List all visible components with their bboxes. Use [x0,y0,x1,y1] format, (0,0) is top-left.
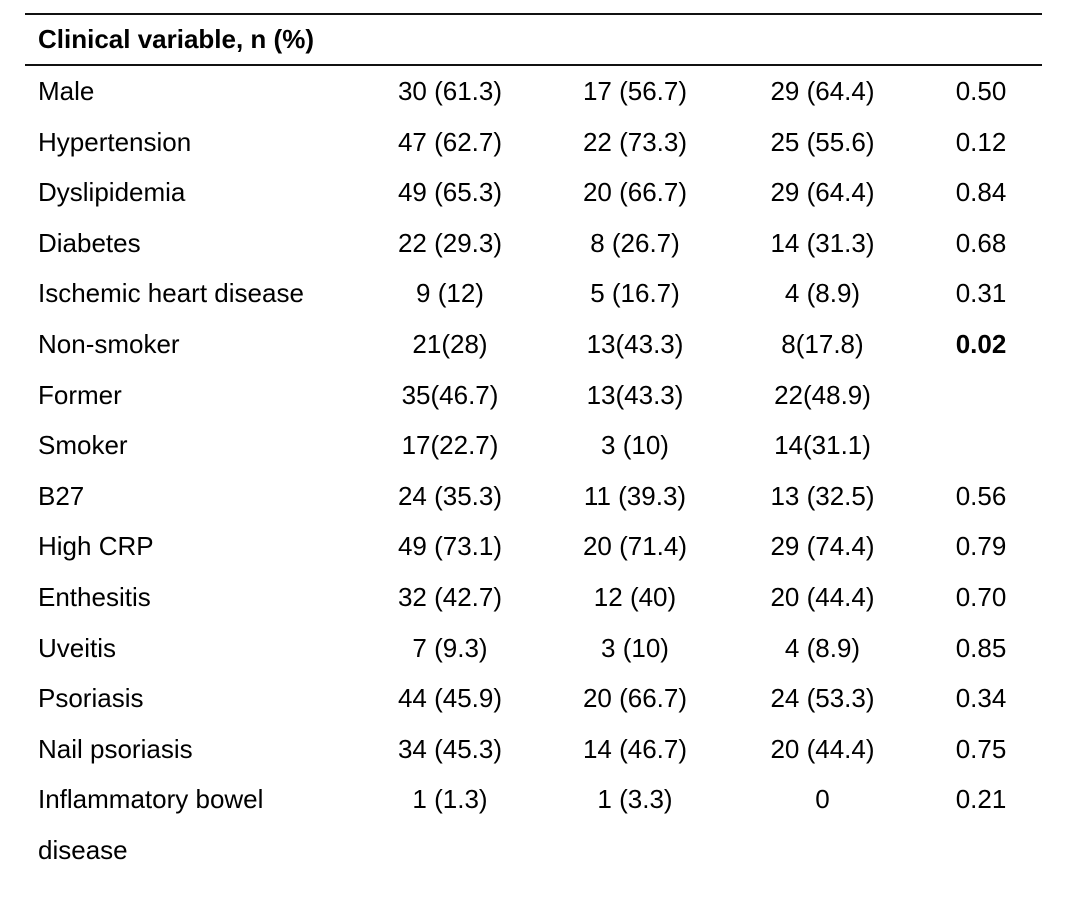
table-header-empty-col1 [355,14,545,66]
table-row: Inflammatory bowel disease 1 (1.3) 1 (3.… [25,774,1042,875]
variable-label: Diabetes [38,227,141,258]
variable-label: Male [38,76,95,106]
table-row: Ischemic heart disease 9 (12) 5 (16.7) 4… [25,268,1042,319]
variable-label: Nail psoriasis [38,733,193,764]
value-col1: 7 (9.3) [412,632,488,663]
variable-label: Enthesitis [38,581,151,612]
value-col2: 14 (46.7) [582,733,688,764]
table-row: Enthesitis 32 (42.7) 12 (40) 20 (44.4) 0… [25,572,1042,623]
value-col2: 13(43.3) [586,328,684,359]
p-value-cell: 0.50 [955,76,1007,106]
value-col2: 22 (73.3) [582,126,688,157]
table-row: Hypertension 47 (62.7) 22 (73.3) 25 (55.… [25,117,1042,168]
p-value-cell: 0.79 [955,531,1007,562]
value-col2: 8 (26.7) [590,227,680,258]
value-col3: 24 (53.3) [770,683,875,714]
table-row: Nail psoriasis 34 (45.3) 14 (46.7) 20 (4… [25,724,1042,775]
value-col3: 25 (55.6) [770,126,875,157]
value-col3: 14(31.1) [774,430,871,461]
value-col3: 14 (31.3) [770,227,875,258]
value-col1: 22 (29.3) [397,227,503,258]
value-col3: 29 (64.4) [770,177,875,208]
p-value-cell: 0.34 [955,683,1007,714]
p-value-cell: 0.56 [955,480,1007,511]
table-row: Dyslipidemia 49 (65.3) 20 (66.7) 29 (64.… [25,167,1042,218]
p-value-cell: 0.84 [955,177,1007,208]
table-body: Male 30 (61.3) 17 (56.7) 29 (64.4) 0.50 … [25,65,1042,876]
value-col2: 11 (39.3) [583,480,687,511]
table-header-title: Clinical variable, n (%) [25,14,355,66]
variable-label: Former [38,379,122,410]
variable-label: Hypertension [38,126,192,157]
value-col3: 0 [815,784,830,815]
variable-label: Non-smoker [38,328,180,359]
value-col2: 20 (66.7) [582,683,688,714]
table-row: Male 30 (61.3) 17 (56.7) 29 (64.4) 0.50 [25,65,1042,117]
variable-label: High CRP [38,531,154,562]
table-header-empty-col4 [920,14,1042,66]
value-col3: 20 (44.4) [770,733,875,764]
value-col1: 34 (45.3) [397,733,503,764]
clinical-variables-table: Clinical variable, n (%) Male 30 (61.3) … [25,13,1042,876]
value-col3: 8(17.8) [781,328,864,359]
table-header-row: Clinical variable, n (%) [25,14,1042,66]
table-row: Smoker 17(22.7) 3 (10) 14(31.1) [25,420,1042,471]
value-col2: 3 (10) [601,632,669,663]
value-col3: 13 (32.5) [770,480,875,511]
value-col1: 35(46.7) [401,379,499,410]
p-value-cell: 0.70 [955,581,1007,612]
variable-label: Smoker [38,430,128,461]
value-col1: 47 (62.7) [397,126,503,157]
table-row: Former 35(46.7) 13(43.3) 22(48.9) [25,370,1042,421]
value-col1: 24 (35.3) [397,480,503,511]
value-col1: 1 (1.3) [412,784,488,815]
value-col2: 5 (16.7) [590,278,680,309]
table-header-empty-col3 [725,14,920,66]
p-value-cell: 0.02 [955,328,1007,359]
value-col2: 3 (10) [601,430,669,461]
value-col2: 20 (66.7) [582,177,688,208]
table-row: B27 24 (35.3) 11 (39.3) 13 (32.5) 0.56 [25,471,1042,522]
value-col1: 44 (45.9) [397,683,503,714]
table-row: Psoriasis 44 (45.9) 20 (66.7) 24 (53.3) … [25,673,1042,724]
p-value-cell: 0.31 [955,278,1007,309]
value-col3: 29 (74.4) [770,531,875,562]
variable-label: Uveitis [38,632,117,663]
value-col2: 17 (56.7) [582,76,688,106]
value-col2: 13(43.3) [586,379,684,410]
p-value-cell: 0.75 [955,733,1007,764]
value-col3: 4 (8.9) [784,278,861,309]
value-col1: 9 (12) [416,278,484,309]
variable-label: Inflammatory bowel disease [38,784,264,865]
p-value-cell: 0.21 [955,784,1007,815]
value-col3: 20 (44.4) [770,581,875,612]
p-value-cell [920,420,1042,471]
value-col3: 22(48.9) [774,379,871,410]
table-header-empty-col2 [545,14,725,66]
p-value-cell [920,370,1042,421]
table-row: High CRP 49 (73.1) 20 (71.4) 29 (74.4) 0… [25,521,1042,572]
p-value-cell: 0.85 [955,632,1007,663]
table-row: Diabetes 22 (29.3) 8 (26.7) 14 (31.3) 0.… [25,218,1042,269]
value-col1: 49 (73.1) [397,531,503,562]
value-col1: 49 (65.3) [397,177,503,208]
variable-label: Psoriasis [38,683,144,714]
variable-label: Dyslipidemia [38,177,186,208]
value-col1: 17(22.7) [401,430,499,461]
clinical-table-container: Clinical variable, n (%) Male 30 (61.3) … [25,13,1042,876]
p-value-cell: 0.68 [955,227,1007,258]
value-col3: 29 (64.4) [770,76,875,106]
p-value-cell: 0.12 [955,126,1007,157]
value-col1: 21(28) [412,328,488,359]
variable-label: Ischemic heart disease [38,278,304,309]
variable-label: B27 [38,480,85,511]
value-col3: 4 (8.9) [784,632,861,663]
value-col2: 12 (40) [593,581,677,612]
table-row: Uveitis 7 (9.3) 3 (10) 4 (8.9) 0.85 [25,623,1042,674]
value-col1: 32 (42.7) [397,581,503,612]
value-col1: 30 (61.3) [397,76,503,106]
table-row: Non-smoker 21(28) 13(43.3) 8(17.8) 0.02 [25,319,1042,370]
value-col2: 1 (3.3) [597,784,673,815]
value-col2: 20 (71.4) [582,531,688,562]
